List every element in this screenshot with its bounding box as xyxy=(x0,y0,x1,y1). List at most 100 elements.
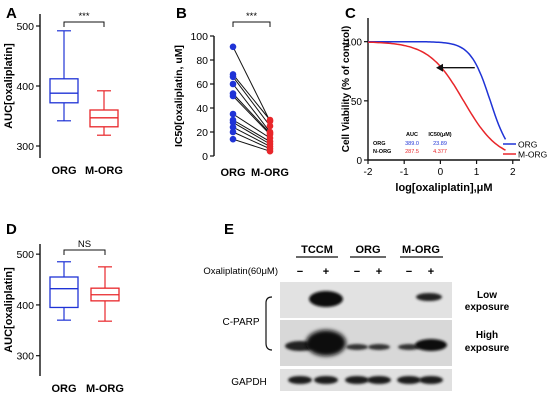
panel-b-point-org xyxy=(229,128,237,136)
band-low-tccm-plus xyxy=(309,291,343,307)
panel-a-y-tick-label: 500 xyxy=(16,21,34,33)
treatment-label: Oxaliplatin(60μM) xyxy=(203,266,278,277)
panel-c-x-tick-label: -1 xyxy=(400,167,409,178)
panel-b-significance-bracket xyxy=(232,21,271,27)
panel-b-y-tick-label: 40 xyxy=(196,103,208,115)
panel-c-table-row-label: ORG xyxy=(373,141,386,147)
panel-b-pair-line xyxy=(232,121,271,145)
treatment-sign: + xyxy=(323,266,329,278)
panel-b-pair-line xyxy=(232,138,271,152)
panel-a-category-label: ORG xyxy=(51,165,76,177)
treatment-sign: − xyxy=(354,266,360,278)
panel-b-point-morg xyxy=(266,122,274,130)
panel-b-y-tick-label: 0 xyxy=(202,151,208,163)
band-low-morg-plus xyxy=(416,293,442,301)
panel-c-x-tick-label: -2 xyxy=(364,167,373,178)
panel-b-pair-line xyxy=(232,93,271,134)
band-high-morg-minus xyxy=(398,344,420,350)
panel-b-point-morg xyxy=(266,116,274,124)
band-high-org-plus xyxy=(368,344,390,350)
panel-b-pair-line xyxy=(232,76,271,127)
panel-b-pair-line xyxy=(232,131,271,150)
panel-c-y-tick-label: 0 xyxy=(356,156,362,167)
panel-b-y-tick-label: 60 xyxy=(196,79,208,91)
panel-letter-b: B xyxy=(176,5,187,22)
high-exposure-label-2: exposure xyxy=(465,343,510,354)
panel-c-x-tick-label: 0 xyxy=(438,167,444,178)
panel-b-category-label: ORG xyxy=(220,167,245,179)
panel-b-point-org xyxy=(229,73,237,81)
chart-panel-b: 0 20 40 60 80 100 IC50[oxaliplatin, uM] ORG M-OR… xyxy=(173,11,289,179)
panel-c-table-auc: 287.5 xyxy=(405,149,419,155)
panel-b-y-tick-label: 100 xyxy=(190,31,208,43)
panel-a-y-tick-label: 400 xyxy=(16,81,34,93)
chart-panel-c: 0 50 100 -2 -1 0 1 2 Cell Viability (% of contro… xyxy=(341,18,547,194)
high-exposure-label-1: High xyxy=(476,330,498,341)
group-label-morg: M-ORG xyxy=(402,244,440,256)
panel-b-y-tick-label: 20 xyxy=(196,127,208,139)
band-gapdh xyxy=(345,376,369,384)
band-gapdh xyxy=(397,376,421,384)
group-label-org: ORG xyxy=(355,244,380,256)
panel-letter-e: E xyxy=(224,221,234,238)
panel-b-point-org xyxy=(229,92,237,100)
band-high-tccm-plus xyxy=(306,330,346,356)
panel-d-y-tick-label: 300 xyxy=(16,351,34,363)
band-gapdh xyxy=(419,376,443,384)
panel-d-y-tick-label: 500 xyxy=(16,249,34,261)
panel-b-pair-line xyxy=(232,95,271,135)
panel-b-point-org xyxy=(229,119,237,126)
panel-d-category-label: M-ORG xyxy=(86,383,124,395)
c-parp-bracket xyxy=(265,296,273,351)
panel-letter-c: C xyxy=(345,5,356,22)
panel-b-y-axis-label: IC50[oxaliplatin, uM] xyxy=(173,45,185,147)
treatment-sign: + xyxy=(428,266,434,278)
panel-a-y-axis-label: AUC[oxaliplatin] xyxy=(3,43,15,129)
panel-a-significance-bracket xyxy=(63,21,105,27)
panel-b-y-tick-label: 80 xyxy=(196,55,208,67)
panel-c-curve-m-org xyxy=(368,41,506,151)
panel-d-significance-bracket xyxy=(63,249,106,255)
panel-b-pair-line xyxy=(232,83,271,133)
panel-b-point-org xyxy=(229,135,237,143)
panel-d-box-org xyxy=(49,276,79,309)
panel-b-pair-line xyxy=(232,74,271,121)
band-gapdh xyxy=(367,376,391,384)
treatment-sign: − xyxy=(297,266,303,278)
panel-a-category-label: M-ORG xyxy=(85,165,123,177)
panel-b-significance-label: *** xyxy=(246,11,257,22)
panel-a-box-org xyxy=(49,78,79,104)
panel-d-y-axis-label: AUC[oxaliplatin] xyxy=(3,267,15,353)
band-gapdh xyxy=(314,376,338,384)
western-blot-panel: TCCM ORG M-ORG Oxaliplatin(60μM) − + − + − + … xyxy=(203,244,510,391)
panel-c-x-tick-label: 1 xyxy=(474,167,480,178)
panel-c-legend-label: ORG xyxy=(518,140,537,150)
panel-c-table-ic50: 23.89 xyxy=(433,141,447,147)
treatment-signs: − + − + − + xyxy=(297,266,434,278)
panel-b-point-org xyxy=(229,123,237,131)
treatment-sign: − xyxy=(406,266,412,278)
gapdh-bands xyxy=(288,376,443,384)
c-parp-label: C-PARP xyxy=(222,317,259,328)
band-gapdh xyxy=(288,376,312,384)
band-high-org-minus xyxy=(346,344,368,350)
treatment-sign: + xyxy=(376,266,382,278)
panel-c-x-axis-label: log[oxaliplatin],μM xyxy=(395,182,492,194)
panel-d-category-label: ORG xyxy=(51,383,76,395)
panel-d-y-tick-label: 400 xyxy=(16,300,34,312)
panel-c-shift-arrowhead xyxy=(436,63,444,72)
panel-c-curve-org xyxy=(368,40,507,140)
panel-c-table-auc: 389.0 xyxy=(405,141,419,147)
panel-letter-d: D xyxy=(6,221,17,238)
panel-c-table-row-label: N-ORG xyxy=(373,149,391,155)
panel-letter-a: A xyxy=(6,5,17,22)
low-exposure-label-2: exposure xyxy=(465,302,510,313)
panel-b-point-org xyxy=(229,80,237,88)
panel-b-point-morg xyxy=(266,147,274,155)
panel-c-table-ic50: 4.377 xyxy=(433,149,447,155)
panel-b-pair-line xyxy=(232,119,271,143)
panel-b-category-label: M-ORG xyxy=(251,167,289,179)
group-label-tccm: TCCM xyxy=(301,244,333,256)
